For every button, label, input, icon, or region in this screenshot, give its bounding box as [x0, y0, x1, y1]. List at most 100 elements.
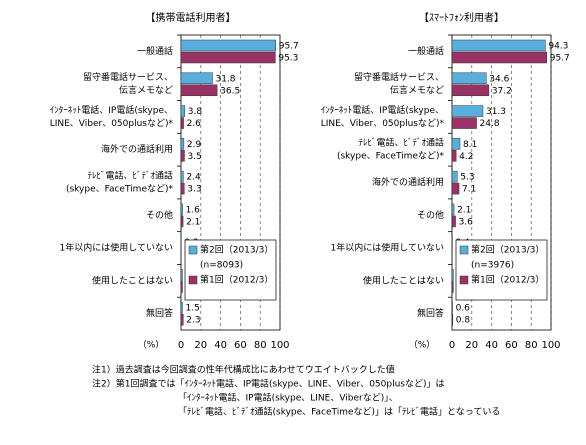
legend-label: 第1回（2012/3）: [471, 274, 544, 286]
data-label: 31.8: [215, 74, 235, 84]
y-tick-label: 1年以内には使用していない: [331, 242, 444, 254]
data-label: 24.8: [480, 119, 500, 129]
data-label: 2.9: [187, 140, 202, 150]
y-tick-label: 一般通話: [408, 45, 444, 57]
x-tick-label: 100: [270, 340, 289, 351]
data-label: 1.6: [186, 205, 201, 215]
y-tick-label: 海外での通話利用: [372, 176, 444, 188]
bar: [180, 117, 184, 129]
data-label: 3.3: [187, 185, 201, 195]
data-label: 2.6: [187, 119, 202, 129]
bar: [451, 84, 490, 97]
data-label: 8.1: [463, 140, 477, 150]
bar: [451, 301, 453, 314]
bar: [180, 170, 184, 183]
x-tick-label: 60: [234, 340, 247, 351]
x-tick-label: 40: [485, 340, 498, 351]
y-tick-label: 留守番電話サービス、: [83, 71, 173, 83]
data-label: 95.3: [278, 54, 298, 64]
note: 「ｲﾝﾀｰﾈｯﾄ電話、IP電話(skype、LINE、Viberなど)」、: [178, 392, 398, 404]
sample-label: (n=8093): [200, 261, 243, 271]
bar: [180, 51, 276, 64]
bar: [451, 138, 461, 150]
bar: [180, 215, 184, 228]
plot-frame: [180, 34, 281, 331]
y-tick-label: ﾃﾚﾋﾞ電話、ﾋﾞﾃﾞｵ通話: [87, 170, 173, 182]
data-label: 95.7: [550, 54, 570, 64]
data-label: 1.5: [185, 304, 199, 314]
data-label: 36.5: [220, 86, 240, 96]
note: 注2）第1回調査では「ｲﾝﾀｰﾈｯﾄ電話、IP電話(skype、LINE、Vib…: [92, 378, 445, 390]
x-tick-label: 100: [541, 340, 560, 351]
bar: [180, 269, 183, 281]
y-tick-label: (skype、FaceTimeなど)*: [66, 184, 174, 195]
y-tick-label: 無回答: [417, 307, 444, 319]
x-tick-label: 20: [194, 340, 207, 351]
bar: [180, 72, 213, 85]
y-tick-label: 伝言メモなど: [390, 84, 444, 96]
y-tick-label: 伝言メモなど: [119, 84, 173, 96]
legend-swatch: [188, 245, 198, 255]
x-tick-label: 0: [449, 340, 455, 351]
bar: [451, 39, 546, 52]
legend-box: [184, 239, 277, 301]
unit-label: （%）: [138, 340, 165, 351]
legend-swatch: [188, 275, 198, 285]
bar: [451, 51, 547, 64]
chart-title: 【ｽﾏｰﾄﾌｫﾝ利用者】: [419, 12, 504, 24]
y-tick-label: 使用したことはない: [92, 274, 173, 286]
y-tick-label: ｲﾝﾀｰﾈｯﾄ電話、IP電話(skype、: [321, 104, 444, 116]
bar: [180, 84, 218, 97]
data-label: 34.6: [489, 74, 509, 84]
y-tick-label: ﾃﾚﾋﾞ電話、ﾋﾞﾃﾞｵ通話: [358, 137, 444, 149]
bar: [451, 105, 484, 117]
data-label: 3.5: [187, 152, 201, 162]
bar: [451, 182, 460, 195]
bar: [451, 203, 455, 216]
data-label: 37.2: [492, 86, 512, 96]
bar: [451, 72, 487, 85]
data-label: 4.2: [459, 152, 473, 162]
y-tick-label: 無回答: [146, 307, 173, 319]
bar: [451, 170, 458, 183]
data-label: 2.3: [186, 316, 200, 326]
data-label: 94.3: [548, 42, 568, 52]
bar: [180, 203, 183, 216]
y-tick-label: その他: [146, 209, 173, 221]
legend-swatch: [459, 275, 469, 285]
bar: [180, 105, 186, 117]
data-label: 2.1: [457, 205, 471, 215]
data-label: 0.8: [456, 316, 471, 326]
bar: [451, 269, 454, 281]
bar: [451, 281, 454, 293]
x-tick-label: 20: [465, 340, 478, 351]
bar: [180, 150, 185, 162]
data-label: 3.6: [459, 217, 474, 227]
bar: [451, 117, 477, 129]
y-tick-label: (skype、FaceTimeなど)*: [337, 151, 445, 162]
bar: [451, 313, 454, 326]
x-tick-label: 40: [214, 340, 227, 351]
data-label: 31.3: [486, 107, 506, 117]
y-tick-label: 1年以内には使用していない: [60, 242, 173, 254]
chart-title: 【携帯電話利用者】: [146, 11, 236, 24]
bar: [451, 215, 456, 228]
y-tick-label: ｲﾝﾀｰﾈｯﾄ電話、IP電話(skype、: [50, 104, 173, 116]
bar: [180, 182, 185, 195]
y-tick-label: LINE、Viber、050plusなど)*: [50, 118, 174, 129]
sample-label: (n=3976): [471, 261, 514, 271]
data-label: 7.1: [462, 185, 476, 195]
y-tick-label: 海外での通話利用: [101, 143, 173, 155]
data-label: 5.3: [460, 173, 474, 183]
bar: [451, 150, 457, 162]
bar: [180, 313, 184, 326]
note: 「ﾃﾚﾋﾞ電話、ﾋﾞﾃﾞｵ通話(skype、FaceTimeなど)」は「ﾃﾚﾋﾞ…: [178, 406, 500, 418]
plot-frame: [451, 34, 552, 331]
legend-swatch: [459, 245, 469, 255]
data-label: 2.1: [186, 217, 200, 227]
y-tick-label: 使用したことはない: [363, 274, 444, 286]
x-tick-label: 80: [254, 340, 267, 351]
unit-label: （%）: [409, 340, 436, 351]
legend-box: [455, 239, 548, 301]
